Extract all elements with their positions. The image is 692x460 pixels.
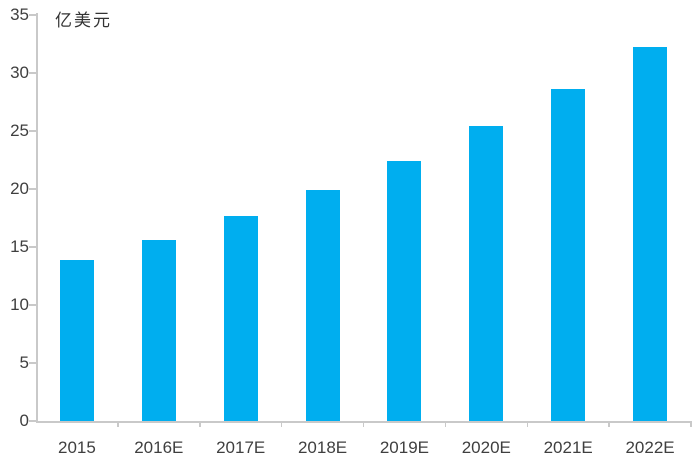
y-axis-tick-mark	[29, 362, 36, 364]
y-axis-tick-label: 20	[10, 179, 29, 198]
x-axis-tick-label: 2020E	[461, 438, 511, 457]
bar-2021E	[551, 89, 586, 421]
y-axis-tick-label: 15	[10, 237, 29, 256]
x-axis-tick-mark	[444, 421, 447, 427]
y-axis-title: 亿美元	[55, 11, 112, 31]
y-axis-tick-mark	[29, 130, 36, 132]
y-axis-tick-label: 30	[10, 63, 29, 82]
y-axis-tick-label: 10	[10, 295, 29, 314]
y-axis-tick-mark	[29, 246, 36, 248]
y-axis-tick-mark	[29, 420, 36, 422]
y-axis-tick-label: 5	[19, 353, 29, 372]
y-axis-line	[36, 13, 38, 422]
x-axis-tick-mark	[199, 421, 201, 427]
y-axis-tick-mark	[29, 304, 36, 306]
bar-2019E	[387, 161, 422, 421]
bar-2022E	[633, 47, 668, 421]
bar-2016E	[141, 240, 176, 421]
y-axis-tick-mark	[29, 188, 36, 190]
y-axis-tick-label: 25	[10, 121, 29, 140]
x-axis-tick-label: 2015	[58, 438, 96, 457]
x-axis-tick-mark	[117, 421, 119, 427]
x-axis-tick-label: 2021E	[543, 438, 593, 457]
y-axis-tick-mark	[29, 14, 36, 16]
x-axis-tick-mark	[690, 421, 692, 427]
x-axis-tick-label: 2017E	[216, 438, 266, 457]
bar-2020E	[469, 126, 504, 421]
x-axis-tick-label: 2018E	[297, 438, 348, 457]
x-axis-tick-mark	[362, 421, 365, 427]
y-axis-tick-label: 0	[19, 411, 29, 430]
y-axis-tick-label: 35	[10, 5, 29, 24]
x-axis-tick-mark	[280, 421, 283, 427]
y-axis-tick-mark	[29, 72, 36, 74]
x-axis-tick-mark	[608, 421, 610, 427]
x-axis-tick-label: 2022E	[625, 438, 675, 457]
bar-2015	[59, 259, 94, 421]
bar-2017E	[223, 215, 258, 421]
x-axis-tick-mark	[526, 421, 528, 427]
bar-2018E	[305, 190, 340, 421]
x-axis-tick-label: 2019E	[379, 438, 430, 457]
x-axis-tick-label: 2016E	[134, 438, 184, 457]
